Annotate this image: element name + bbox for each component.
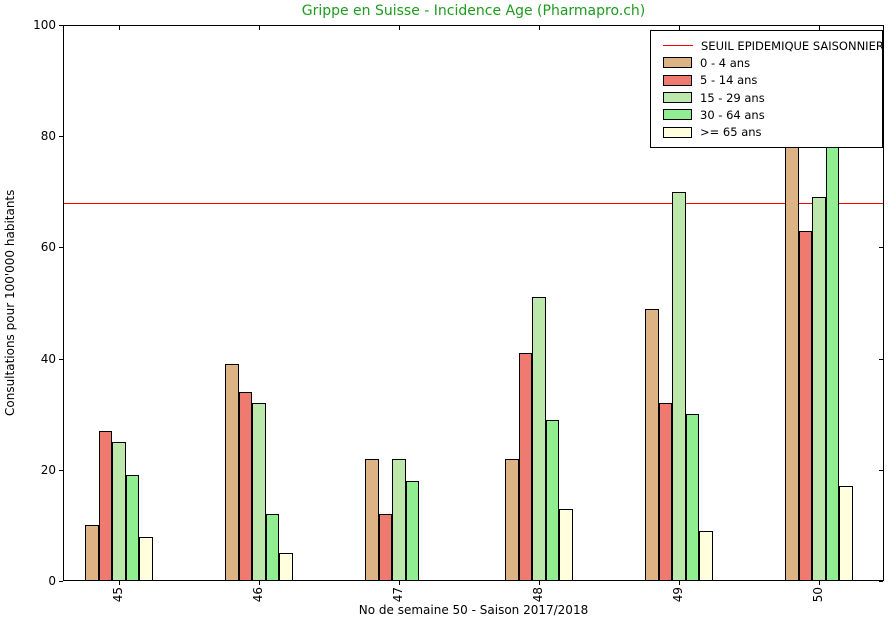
bar [125, 475, 140, 581]
bar [405, 480, 420, 581]
plot-area [63, 25, 884, 581]
bar [139, 536, 153, 581]
x-tick-top [119, 26, 120, 30]
chart-title: Grippe en Suisse - Incidence Age (Pharma… [301, 3, 646, 19]
x-tick-top [539, 26, 540, 30]
y-tick [59, 247, 63, 249]
y-tick [59, 469, 63, 471]
y-tick [59, 581, 63, 582]
legend-label: SEUIL EPIDEMIQUE SAISONNIER [701, 38, 884, 53]
legend-item: 0 - 4 ans [659, 56, 874, 70]
legend-item: 30 - 64 ans [659, 108, 874, 122]
threshold-line-swatch [663, 45, 693, 47]
legend-label: 30 - 64 ans [700, 107, 765, 122]
legend-label: 0 - 4 ans [700, 55, 751, 70]
bar [85, 525, 99, 581]
y-tick-right [879, 581, 883, 582]
bar [825, 108, 840, 581]
bar [252, 403, 266, 581]
y-tick-right [879, 358, 883, 360]
legend-item-threshold: SEUIL EPIDEMIQUE SAISONNIER [659, 39, 884, 53]
x-tick-top [679, 26, 680, 30]
bar [812, 197, 826, 581]
x-tick-label: 50 [811, 587, 825, 603]
x-tick-top [259, 26, 260, 30]
legend-item: 5 - 14 ans [659, 73, 874, 87]
y-tick-right [879, 25, 883, 26]
x-tick-label: 47 [391, 587, 405, 603]
y-tick-label: 40 [40, 351, 56, 366]
bar [685, 414, 700, 581]
bar [699, 530, 713, 581]
bar [225, 364, 239, 581]
bar [545, 419, 560, 581]
y-tick-label: 20 [40, 462, 56, 477]
x-tick [259, 581, 260, 585]
y-tick-label: 100 [33, 18, 56, 32]
x-axis-label: No de semaine 50 - Saison 2017/2018 [358, 603, 589, 617]
bar [839, 486, 853, 581]
bar [112, 442, 126, 581]
y-tick-right [879, 247, 883, 249]
bar [365, 458, 379, 581]
y-tick-label: 0 [48, 574, 56, 588]
y-tick-label: 60 [40, 240, 56, 255]
x-tick-label: 46 [251, 587, 265, 603]
bar [265, 514, 280, 581]
bar [518, 353, 533, 581]
bar [279, 553, 293, 581]
series-color-swatch [663, 109, 692, 121]
legend-label: 15 - 29 ans [700, 90, 765, 105]
bar [532, 297, 546, 581]
bar [798, 230, 813, 581]
bar [392, 458, 406, 581]
x-tick-top [819, 26, 820, 30]
epidemic-threshold-line [64, 202, 883, 204]
y-tick-right [879, 469, 883, 471]
y-tick [59, 358, 63, 360]
series-color-swatch [663, 74, 692, 86]
legend-item: 15 - 29 ans [659, 91, 874, 105]
y-tick-label: 80 [40, 129, 56, 144]
legend-label: 5 - 14 ans [700, 73, 758, 88]
bar [645, 308, 659, 581]
x-tick-label: 48 [531, 587, 545, 603]
x-tick-label: 45 [111, 587, 125, 603]
series-color-swatch [663, 92, 692, 104]
y-tick [59, 136, 63, 138]
x-tick [679, 581, 680, 585]
x-tick-top [399, 26, 400, 30]
x-tick-label: 49 [671, 587, 685, 603]
x-tick [819, 581, 820, 585]
legend-label: >= 65 ans [700, 125, 762, 140]
bar [559, 508, 573, 581]
y-tick [59, 25, 63, 26]
bar [672, 191, 686, 581]
legend-item: >= 65 ans [659, 125, 874, 139]
bar [785, 108, 799, 581]
bar [378, 514, 393, 581]
bar [98, 430, 113, 581]
y-axis-label: Consultations pour 100'000 habitants [3, 189, 17, 417]
bar [238, 391, 253, 581]
bar [658, 403, 673, 581]
legend-box: SEUIL EPIDEMIQUE SAISONNIER 0 - 4 ans 5 - … [650, 30, 884, 148]
x-tick [119, 581, 120, 585]
series-color-swatch [663, 57, 692, 69]
x-tick [399, 581, 400, 585]
x-tick [539, 581, 540, 585]
series-color-swatch [663, 126, 692, 138]
bar [505, 458, 519, 581]
